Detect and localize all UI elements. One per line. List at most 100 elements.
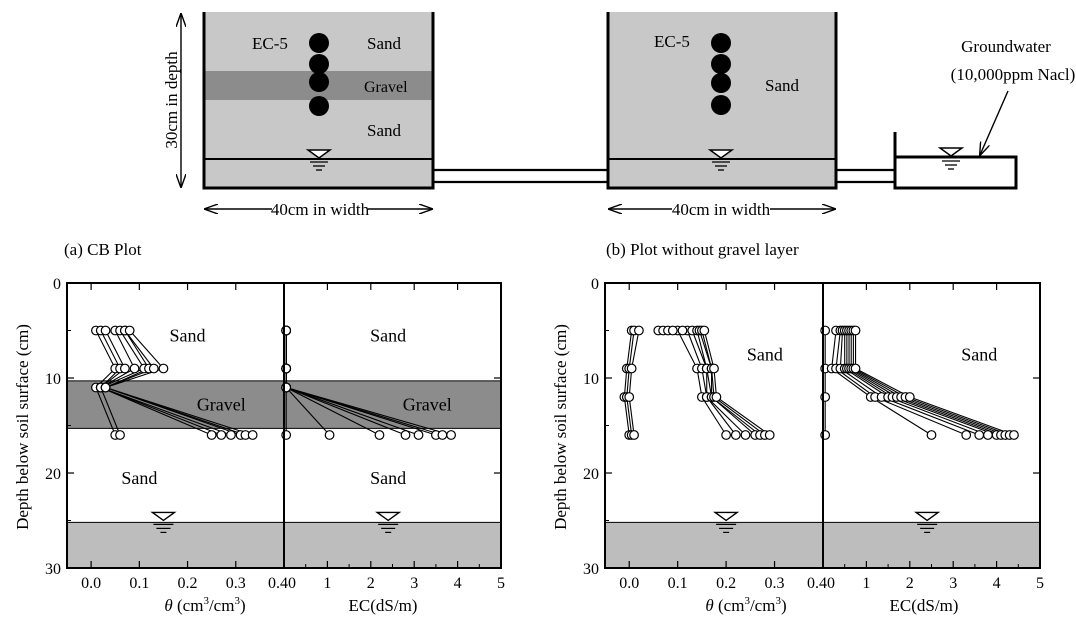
y-tick-label: 30 xyxy=(45,561,61,578)
y-tick-label: 20 xyxy=(583,466,599,483)
data-point xyxy=(634,325,644,336)
series-line xyxy=(703,330,771,436)
series-line xyxy=(850,330,1006,436)
zone-label: Sand xyxy=(121,468,157,488)
water-table-symbol xyxy=(150,511,177,534)
x-tick-label: 0.4 xyxy=(807,575,827,592)
y-axis-label-a: Depth below soil surface (cm) xyxy=(13,324,32,530)
series-line xyxy=(628,330,640,436)
sensor-dot xyxy=(309,96,329,116)
data-point xyxy=(629,430,639,440)
sensor-dot xyxy=(711,73,731,93)
data-point xyxy=(119,363,130,374)
panel-a-title: (a) CB Plot xyxy=(64,240,142,259)
series-line xyxy=(835,330,967,436)
data-point xyxy=(206,430,217,440)
x-axis-label-b-theta: θ (cm3/cm3) xyxy=(705,595,786,615)
x-tick-label: 0.1 xyxy=(129,575,149,592)
panel-b-ec: Sand 1 2 3 4 5 0 xyxy=(820,282,1044,592)
data-point xyxy=(216,430,227,440)
sensor-dot xyxy=(309,72,329,92)
series-line xyxy=(677,330,727,436)
zone-label: Sand xyxy=(370,325,406,345)
data-point xyxy=(115,430,125,440)
water-table-symbol xyxy=(375,511,402,534)
data-point xyxy=(699,325,710,336)
water-table-symbol xyxy=(712,511,740,534)
zone-label: Sand xyxy=(370,468,406,488)
data-point xyxy=(247,430,258,440)
data-point xyxy=(961,430,972,440)
x-tick-label: 2 xyxy=(906,575,914,592)
x-tick-label: 0.1 xyxy=(668,575,688,592)
data-point xyxy=(974,430,985,440)
data-point xyxy=(677,325,688,336)
x-tick-label: 0.3 xyxy=(765,575,785,592)
left-box-outline xyxy=(202,12,435,190)
sensor-dot xyxy=(711,95,731,115)
data-point xyxy=(100,382,111,393)
series-line xyxy=(701,330,766,436)
panel-a-ec: Sand Gravel Sand 1 2 3 4 5 0 xyxy=(281,282,505,592)
reservoir-outline xyxy=(893,132,1018,190)
y-tick-label: 20 xyxy=(45,466,61,483)
sensor-dot xyxy=(309,54,329,74)
x-tick-label: 1 xyxy=(323,575,331,592)
series-line xyxy=(691,330,746,436)
series-line xyxy=(854,330,1015,436)
x-tick-label: 0.2 xyxy=(716,575,736,592)
x-tick-label: 0.3 xyxy=(226,575,246,592)
series-line xyxy=(844,330,989,436)
data-point xyxy=(374,430,385,440)
groundwater-arrow xyxy=(980,90,1009,155)
data-point xyxy=(850,325,861,336)
right-width-label: 40cm in width xyxy=(672,200,771,219)
x-tick-label: 1 xyxy=(862,575,870,592)
left-sensor-label: EC-5 xyxy=(252,34,288,53)
zone-label: Gravel xyxy=(197,395,246,415)
water-table-triangle xyxy=(375,511,402,522)
zone-label: Sand xyxy=(170,325,206,345)
groundwater-zone xyxy=(605,522,823,568)
y-tick-label: 30 xyxy=(583,561,599,578)
series-line xyxy=(99,330,232,436)
data-point xyxy=(740,430,751,440)
data-point xyxy=(764,430,775,440)
chart-panels: Sand Gravel Sand 0.0 0.1 0.2 0.3 0.4 0 10 20 30 Sand… xyxy=(45,276,1044,592)
x-axis-label-b-ec: EC(dS/m) xyxy=(890,596,959,615)
groundwater-label: Groundwater xyxy=(961,37,1051,56)
series-line xyxy=(848,330,1002,436)
left-width-label: 40cm in width xyxy=(271,200,370,219)
data-point xyxy=(850,363,861,374)
series-line xyxy=(95,330,116,436)
groundwater-zone xyxy=(823,522,1040,568)
series-line xyxy=(103,330,246,436)
data-point xyxy=(158,363,169,374)
series-line xyxy=(846,330,997,436)
panel-a-theta: Sand Gravel Sand 0.0 0.1 0.2 0.3 0.4 0 10 20 30 xyxy=(45,276,288,592)
right-sensor-label: EC-5 xyxy=(654,32,690,51)
x-tick-label: 5 xyxy=(1036,575,1044,592)
x-tick-label: 2 xyxy=(367,575,375,592)
x-axis-label-a-ec: EC(dS/m) xyxy=(349,596,418,615)
y-tick-label: 10 xyxy=(45,371,61,388)
right-box-outline xyxy=(606,12,838,190)
groundwater-zone xyxy=(284,522,501,568)
series-line xyxy=(285,330,452,436)
water-table-triangle xyxy=(712,511,740,522)
data-point xyxy=(667,325,678,336)
series-line xyxy=(99,330,212,436)
series-line xyxy=(686,330,737,436)
y-axis-label-b: Depth below soil surface (cm) xyxy=(551,324,570,530)
data-point xyxy=(721,430,732,440)
zone-label: Gravel xyxy=(403,395,452,415)
data-point xyxy=(624,392,635,402)
data-point xyxy=(400,430,411,440)
x-tick-label: 0 xyxy=(288,575,296,592)
x-tick-label: 0.0 xyxy=(619,575,639,592)
data-point xyxy=(446,430,456,440)
series-line xyxy=(696,330,756,436)
data-point xyxy=(226,430,236,440)
x-tick-label: 0.2 xyxy=(178,575,198,592)
right-layer-sand: Sand xyxy=(765,76,800,95)
